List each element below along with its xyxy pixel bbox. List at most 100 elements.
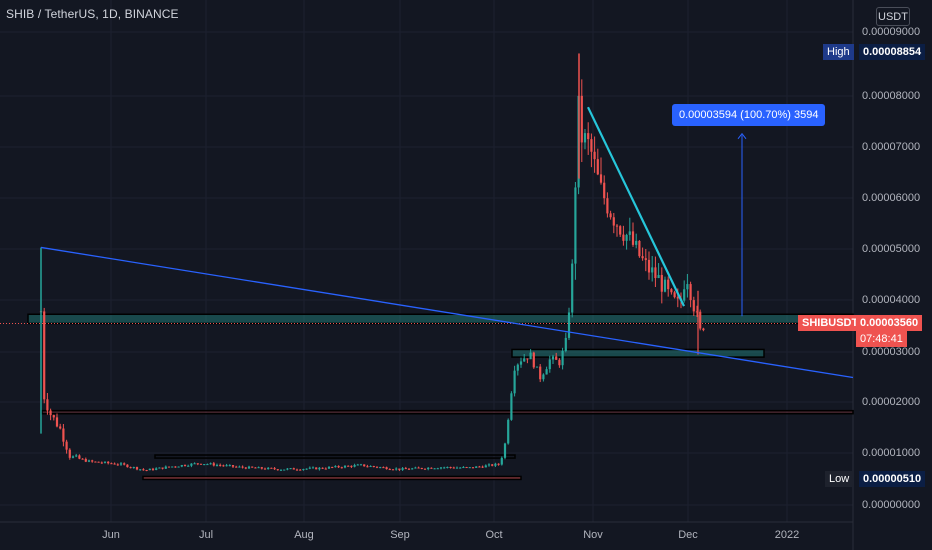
candle-body <box>219 464 222 466</box>
candle-body <box>683 289 686 301</box>
time-tick-label: Nov <box>583 529 603 541</box>
candle-body <box>606 198 609 214</box>
candle-body <box>331 466 334 468</box>
symbol-price-tag: SHIBUSDT <box>798 315 863 331</box>
candle-body <box>283 469 286 471</box>
candle-body <box>462 467 465 469</box>
candle-body <box>174 466 177 468</box>
candle-body <box>583 133 587 143</box>
candle-body <box>71 456 75 458</box>
candle-body <box>542 374 545 380</box>
price-tick-label: 0.00009000 <box>862 26 921 38</box>
candle-body <box>110 463 113 465</box>
candle-body <box>273 468 276 470</box>
candle-body <box>113 463 116 465</box>
candle-body <box>651 267 654 273</box>
candle-body <box>465 467 468 469</box>
candle-body <box>388 469 391 471</box>
candle-body <box>254 467 257 469</box>
candle-body <box>334 466 337 468</box>
price-zone <box>41 409 854 415</box>
candle-body <box>468 467 471 469</box>
candle-body <box>372 466 375 468</box>
candle-body <box>660 274 663 292</box>
candle-body <box>567 312 571 338</box>
candle-body <box>382 467 385 469</box>
candle-body <box>366 466 369 468</box>
candle-body <box>196 463 199 465</box>
candle-body <box>555 356 558 360</box>
time-axis[interactable]: Jun Jul Aug Sep Oct Nov Dec 2022 <box>0 522 853 550</box>
candle-body <box>228 465 231 467</box>
candle-body <box>155 468 158 470</box>
candle-body <box>119 463 123 465</box>
candle-body <box>427 467 430 470</box>
candle-body <box>404 468 407 470</box>
price-axis[interactable]: 0.00009000 0.00008000 0.00007000 0.00006… <box>853 0 932 522</box>
candle-body <box>247 466 251 469</box>
candle-body <box>395 468 398 470</box>
candle-body <box>686 284 689 290</box>
candle-body <box>263 468 267 470</box>
candle-body <box>103 461 107 463</box>
candle-body <box>628 231 631 235</box>
symbol-title: SHIB / TetherUS, 1D, BINANCE <box>6 7 179 21</box>
candle-body <box>619 226 622 235</box>
candle-body <box>337 466 340 468</box>
candle-body <box>46 399 49 411</box>
currency-button[interactable]: USDT <box>876 7 910 26</box>
high-value: 0.00008854 <box>859 44 926 60</box>
candle-body <box>244 467 247 469</box>
candle-body <box>343 465 347 468</box>
candle-body <box>580 95 583 143</box>
candle-body <box>180 465 183 467</box>
price-tick-label: 0.00004000 <box>862 294 921 306</box>
candle-body <box>97 461 100 463</box>
time-tick-label: Dec <box>678 529 698 541</box>
candle-body <box>171 466 174 468</box>
candle-body <box>75 455 78 457</box>
candle-body <box>532 352 535 368</box>
candle-body <box>539 366 542 380</box>
candle-body <box>558 359 561 366</box>
candle-body <box>315 467 318 470</box>
candle-body <box>145 470 148 472</box>
price-tick-label: 0.00008000 <box>862 90 921 102</box>
candle-body <box>561 351 564 366</box>
candle-body <box>385 467 388 470</box>
candle-body <box>49 410 52 416</box>
candle-body <box>657 274 660 279</box>
candle-body <box>183 465 187 467</box>
candle-body <box>126 464 129 468</box>
candle-body <box>190 463 193 466</box>
candle-body <box>571 263 574 313</box>
candle-body <box>94 461 97 463</box>
candle-body <box>321 467 324 469</box>
candle-body <box>513 370 516 394</box>
candle-body <box>612 217 615 226</box>
candle-body <box>241 466 244 468</box>
candle-body <box>401 468 404 470</box>
candle-body <box>212 463 215 466</box>
candle-body <box>593 151 596 160</box>
candle-body <box>459 467 462 469</box>
candle-body <box>52 415 55 418</box>
candle-body <box>430 467 433 469</box>
candle-body <box>193 463 196 465</box>
candle-body <box>487 464 491 466</box>
measure-label[interactable]: 0.00003594 (100.70%) 3594 <box>672 104 826 126</box>
time-tick-label: Sep <box>390 529 410 541</box>
candle-body <box>523 358 526 362</box>
candle-body <box>270 467 273 469</box>
candle-body <box>574 187 577 264</box>
candle-body <box>276 469 279 471</box>
candle-body <box>279 469 283 471</box>
candle-body <box>663 279 667 292</box>
candle-body <box>695 311 699 313</box>
time-tick-label: Oct <box>485 529 503 541</box>
candle-body <box>59 426 62 429</box>
candle-body <box>641 256 644 259</box>
candle-body <box>449 466 452 468</box>
